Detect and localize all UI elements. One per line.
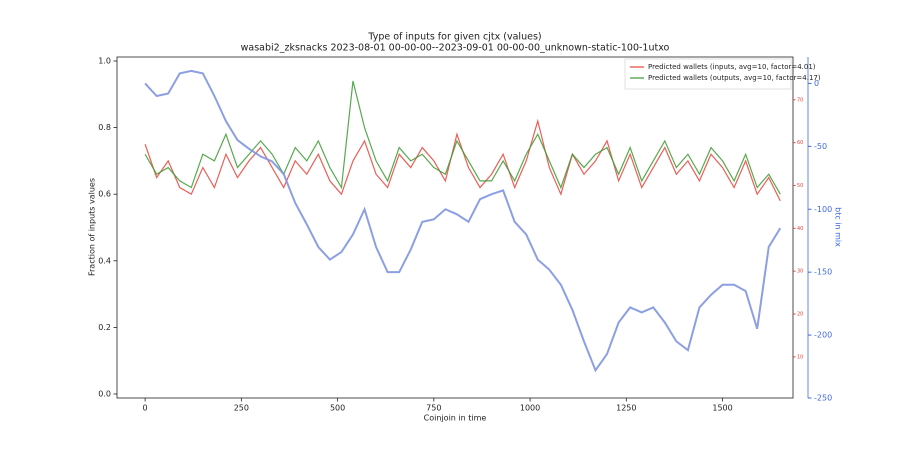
y2-tick-label: -50 [814,142,827,151]
legend-label: Predicted wallets (outputs, avg=10, fact… [648,74,821,82]
y2-tick-label: 0 [814,79,819,88]
y-tick-label: 0.6 [98,190,111,199]
y3-tick-label: 50 [797,183,803,189]
y3-tick-label: 30 [797,269,803,275]
x-tick-label: 500 [330,404,345,413]
y3-tick-label: 40 [797,226,803,232]
x-tick-label: 1500 [712,404,732,413]
x-tick-label: 1250 [616,404,636,413]
y2-axis-label: btc in mix [834,207,843,247]
x-axis-label: Coinjoin in time [424,414,487,423]
legend-label: Predicted wallets (inputs, avg=10, facto… [648,63,816,71]
y2-tick-label: -100 [814,205,832,214]
y3-tick-label: 10 [797,354,803,360]
y3-tick-label: 70 [797,97,803,103]
y-axis-label: Fraction of inputs values [88,178,97,276]
y-tick-label: 0.2 [98,323,111,332]
series-line [144,69,782,373]
series-line [144,118,781,202]
y2-tick-label: -250 [814,394,832,403]
y3-tick-label: 20 [797,312,803,318]
y3-tick-label: 60 [797,140,803,146]
chart-title: Type of inputs for given cjtx (values) [367,32,541,43]
plot-frame [116,56,794,399]
y-tick-label: 0.0 [98,390,111,399]
x-tick-label: 0 [143,404,148,413]
series-line [144,80,781,195]
y-tick-label: 0.4 [98,256,111,265]
legend-box [624,58,792,90]
chart-subtitle: wasabi2_zksnacks 2023-08-01 00-00-00--20… [241,43,670,54]
y-tick-label: 0.8 [98,123,111,132]
x-tick-label: 1000 [520,404,540,413]
y-tick-label: 1.0 [98,56,111,65]
y2-tick-label: -150 [814,268,832,277]
x-tick-label: 750 [426,404,441,413]
x-tick-label: 250 [234,404,249,413]
y2-tick-label: -200 [814,331,832,340]
